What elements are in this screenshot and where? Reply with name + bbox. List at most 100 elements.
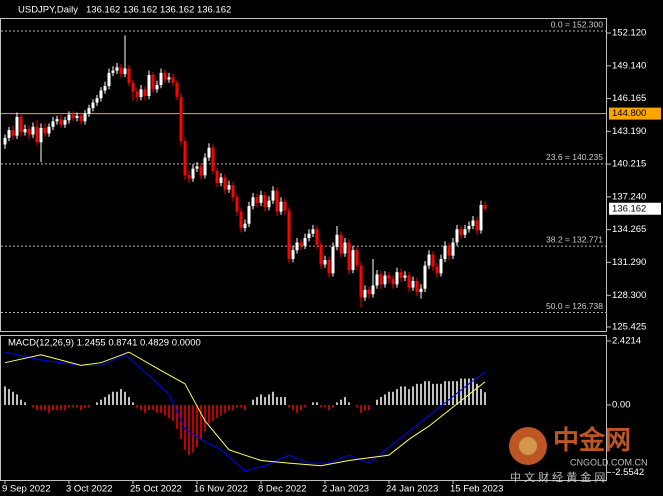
candle-body — [347, 242, 351, 270]
candle-body — [195, 166, 199, 169]
histogram-bar — [400, 386, 402, 405]
histogram-bar — [280, 397, 282, 405]
histogram-bar — [8, 389, 10, 405]
histogram-bar — [168, 404, 170, 419]
histogram-bar — [480, 389, 482, 405]
histogram-bar — [144, 404, 146, 413]
histogram-bar — [384, 394, 386, 405]
candle-body — [163, 72, 167, 80]
histogram-bar — [20, 399, 22, 405]
fib-label: 50.0 = 126.738 — [546, 301, 603, 311]
candle-body — [175, 82, 179, 98]
y-tick-label: 149.140 — [612, 60, 646, 71]
histogram-bar — [232, 404, 234, 411]
histogram-bar — [16, 394, 18, 405]
histogram-bar — [356, 404, 358, 408]
histogram-bar — [184, 404, 186, 450]
histogram-bar — [152, 404, 154, 411]
candle-body — [115, 67, 119, 71]
candle-body — [211, 147, 215, 171]
candle-body — [463, 229, 467, 235]
candle-body — [191, 168, 195, 179]
chart-title: USDJPY,Daily — [18, 5, 78, 16]
histogram-bar — [88, 404, 90, 408]
indicator-line — [4, 351, 486, 467]
histogram-bar — [388, 391, 390, 405]
candle-body — [75, 115, 79, 119]
histogram-bar — [420, 383, 422, 405]
candle-body — [99, 90, 103, 99]
candle-body — [439, 258, 443, 274]
candle-body — [443, 245, 447, 259]
histogram-bar — [296, 404, 298, 413]
y-tick-label: 137.240 — [612, 191, 646, 202]
candle-body — [335, 234, 339, 247]
histogram-bar — [216, 404, 218, 419]
histogram-bar — [288, 404, 290, 408]
histogram-bar — [464, 378, 466, 405]
candle-body — [167, 77, 171, 80]
candle-body — [299, 242, 303, 246]
watermark-tagline: 中 文 财 经 黄 金 网 — [510, 470, 605, 484]
histogram-bar — [348, 402, 350, 405]
histogram-bar — [80, 404, 82, 411]
y-tick-label: 125.425 — [612, 321, 646, 332]
histogram-bar — [68, 404, 70, 408]
candle-body — [359, 265, 363, 298]
histogram-bar — [460, 378, 462, 405]
last-price-label: 136.162 — [612, 203, 646, 214]
candle-body — [271, 190, 275, 201]
candle-body — [31, 126, 35, 135]
candle-body — [123, 68, 127, 74]
price-header: 136.162 136.162 136.162 136.162 — [86, 5, 231, 16]
candle-body — [171, 77, 175, 83]
candle-body — [411, 281, 415, 288]
histogram-bar — [252, 399, 254, 405]
candle-body — [155, 84, 159, 90]
candle-body — [267, 200, 271, 208]
histogram-bar — [316, 402, 318, 405]
histogram-bar — [148, 404, 150, 411]
histogram-bar — [96, 402, 98, 405]
main-panel-frame — [0, 18, 607, 332]
candle-body — [339, 234, 343, 254]
histogram-bar — [412, 386, 414, 405]
histogram-bar — [256, 397, 258, 405]
candle-body — [327, 260, 331, 274]
histogram-bar — [140, 404, 142, 411]
candle-body — [59, 119, 63, 125]
candle-body — [323, 260, 327, 265]
histogram-bar — [208, 404, 210, 424]
histogram-bar — [452, 381, 454, 405]
candle-body — [139, 89, 143, 98]
histogram-bar — [340, 399, 342, 405]
candle-body — [423, 265, 427, 289]
y-tick-label: 0.00 — [612, 399, 631, 410]
candle-body — [303, 238, 307, 246]
histogram-bar — [48, 404, 50, 413]
candle-body — [311, 229, 315, 234]
x-tick-label: 16 Nov 2022 — [194, 484, 248, 495]
histogram-bar — [52, 404, 54, 411]
histogram-bar — [132, 402, 134, 405]
candle-body — [187, 175, 191, 179]
histogram-bar — [224, 404, 226, 413]
candle-body — [71, 114, 75, 119]
histogram-bar — [44, 404, 46, 411]
candle-body — [119, 67, 123, 74]
candle-body — [219, 177, 223, 183]
candle-body — [395, 272, 399, 285]
candle-body — [387, 275, 391, 279]
candle-body — [127, 68, 131, 83]
candle-body — [375, 274, 379, 286]
histogram-bar — [64, 404, 66, 411]
y-tick-label: 2.4214 — [612, 335, 641, 346]
candle-body — [19, 116, 23, 133]
histogram-bar — [40, 404, 42, 411]
histogram-bar — [392, 391, 394, 405]
candle-body — [159, 72, 163, 85]
candle-body — [407, 275, 411, 288]
candle-body — [67, 114, 71, 121]
y-tick-label: 140.215 — [612, 159, 646, 170]
histogram-bar — [440, 383, 442, 405]
